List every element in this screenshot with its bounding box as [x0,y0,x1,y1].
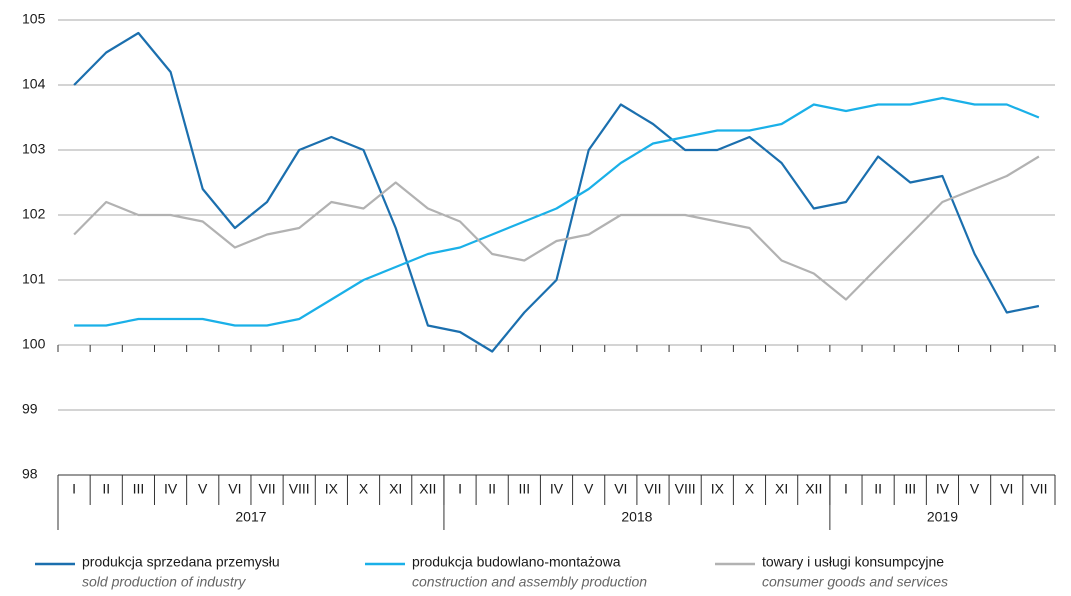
group-label: 2019 [927,509,958,525]
y-tick-label: 103 [22,141,46,157]
x-tick-label: XI [775,481,788,497]
x-tick-label: VI [1000,481,1013,497]
x-tick-label: I [72,481,76,497]
x-tick-label: VII [258,481,275,497]
y-tick-label: 99 [22,401,38,417]
y-tick-label: 98 [22,466,38,482]
x-tick-label: X [745,481,755,497]
x-tick-label: IX [325,481,339,497]
x-tick-label: VI [614,481,627,497]
x-tick-label: IX [711,481,725,497]
x-tick-label: III [133,481,145,497]
series-line [73,31,1040,353]
y-tick-label: 100 [22,336,46,352]
x-tick-label: II [102,481,110,497]
legend-label: towary i usługi konsumpcyjne [762,554,944,570]
x-tick-label: VIII [675,481,696,497]
x-tick-label: VI [228,481,241,497]
x-tick-label: II [488,481,496,497]
x-tick-label: I [844,481,848,497]
x-tick-label: III [904,481,916,497]
x-tick-label: III [519,481,531,497]
legend-label: produkcja budowlano-montażowa [412,554,621,570]
y-tick-label: 105 [22,11,46,27]
x-tick-label: V [584,481,594,497]
x-tick-label: IV [550,481,564,497]
x-tick-label: V [970,481,980,497]
x-tick-label: V [198,481,208,497]
y-tick-label: 101 [22,271,46,287]
x-tick-label: IV [164,481,178,497]
series-line [74,96,1040,327]
x-tick-label: VII [644,481,661,497]
legend-label-en: sold production of industry [82,574,246,590]
x-tick-label: II [874,481,882,497]
x-tick-label: XI [389,481,402,497]
y-tick-label: 102 [22,206,46,222]
x-tick-label: I [458,481,462,497]
x-tick-label: X [359,481,369,497]
series-line [73,155,1040,301]
x-tick-label: XII [805,481,822,497]
y-tick-label: 104 [22,76,46,92]
x-tick-label: VII [1030,481,1047,497]
x-tick-label: IV [936,481,950,497]
legend-label: produkcja sprzedana przemysłu [82,554,280,570]
group-label: 2017 [235,509,266,525]
x-tick-label: XII [419,481,436,497]
x-tick-label: VIII [289,481,310,497]
legend-label-en: construction and assembly production [412,574,647,590]
legend-label-en: consumer goods and services [762,574,948,590]
group-label: 2018 [621,509,652,525]
